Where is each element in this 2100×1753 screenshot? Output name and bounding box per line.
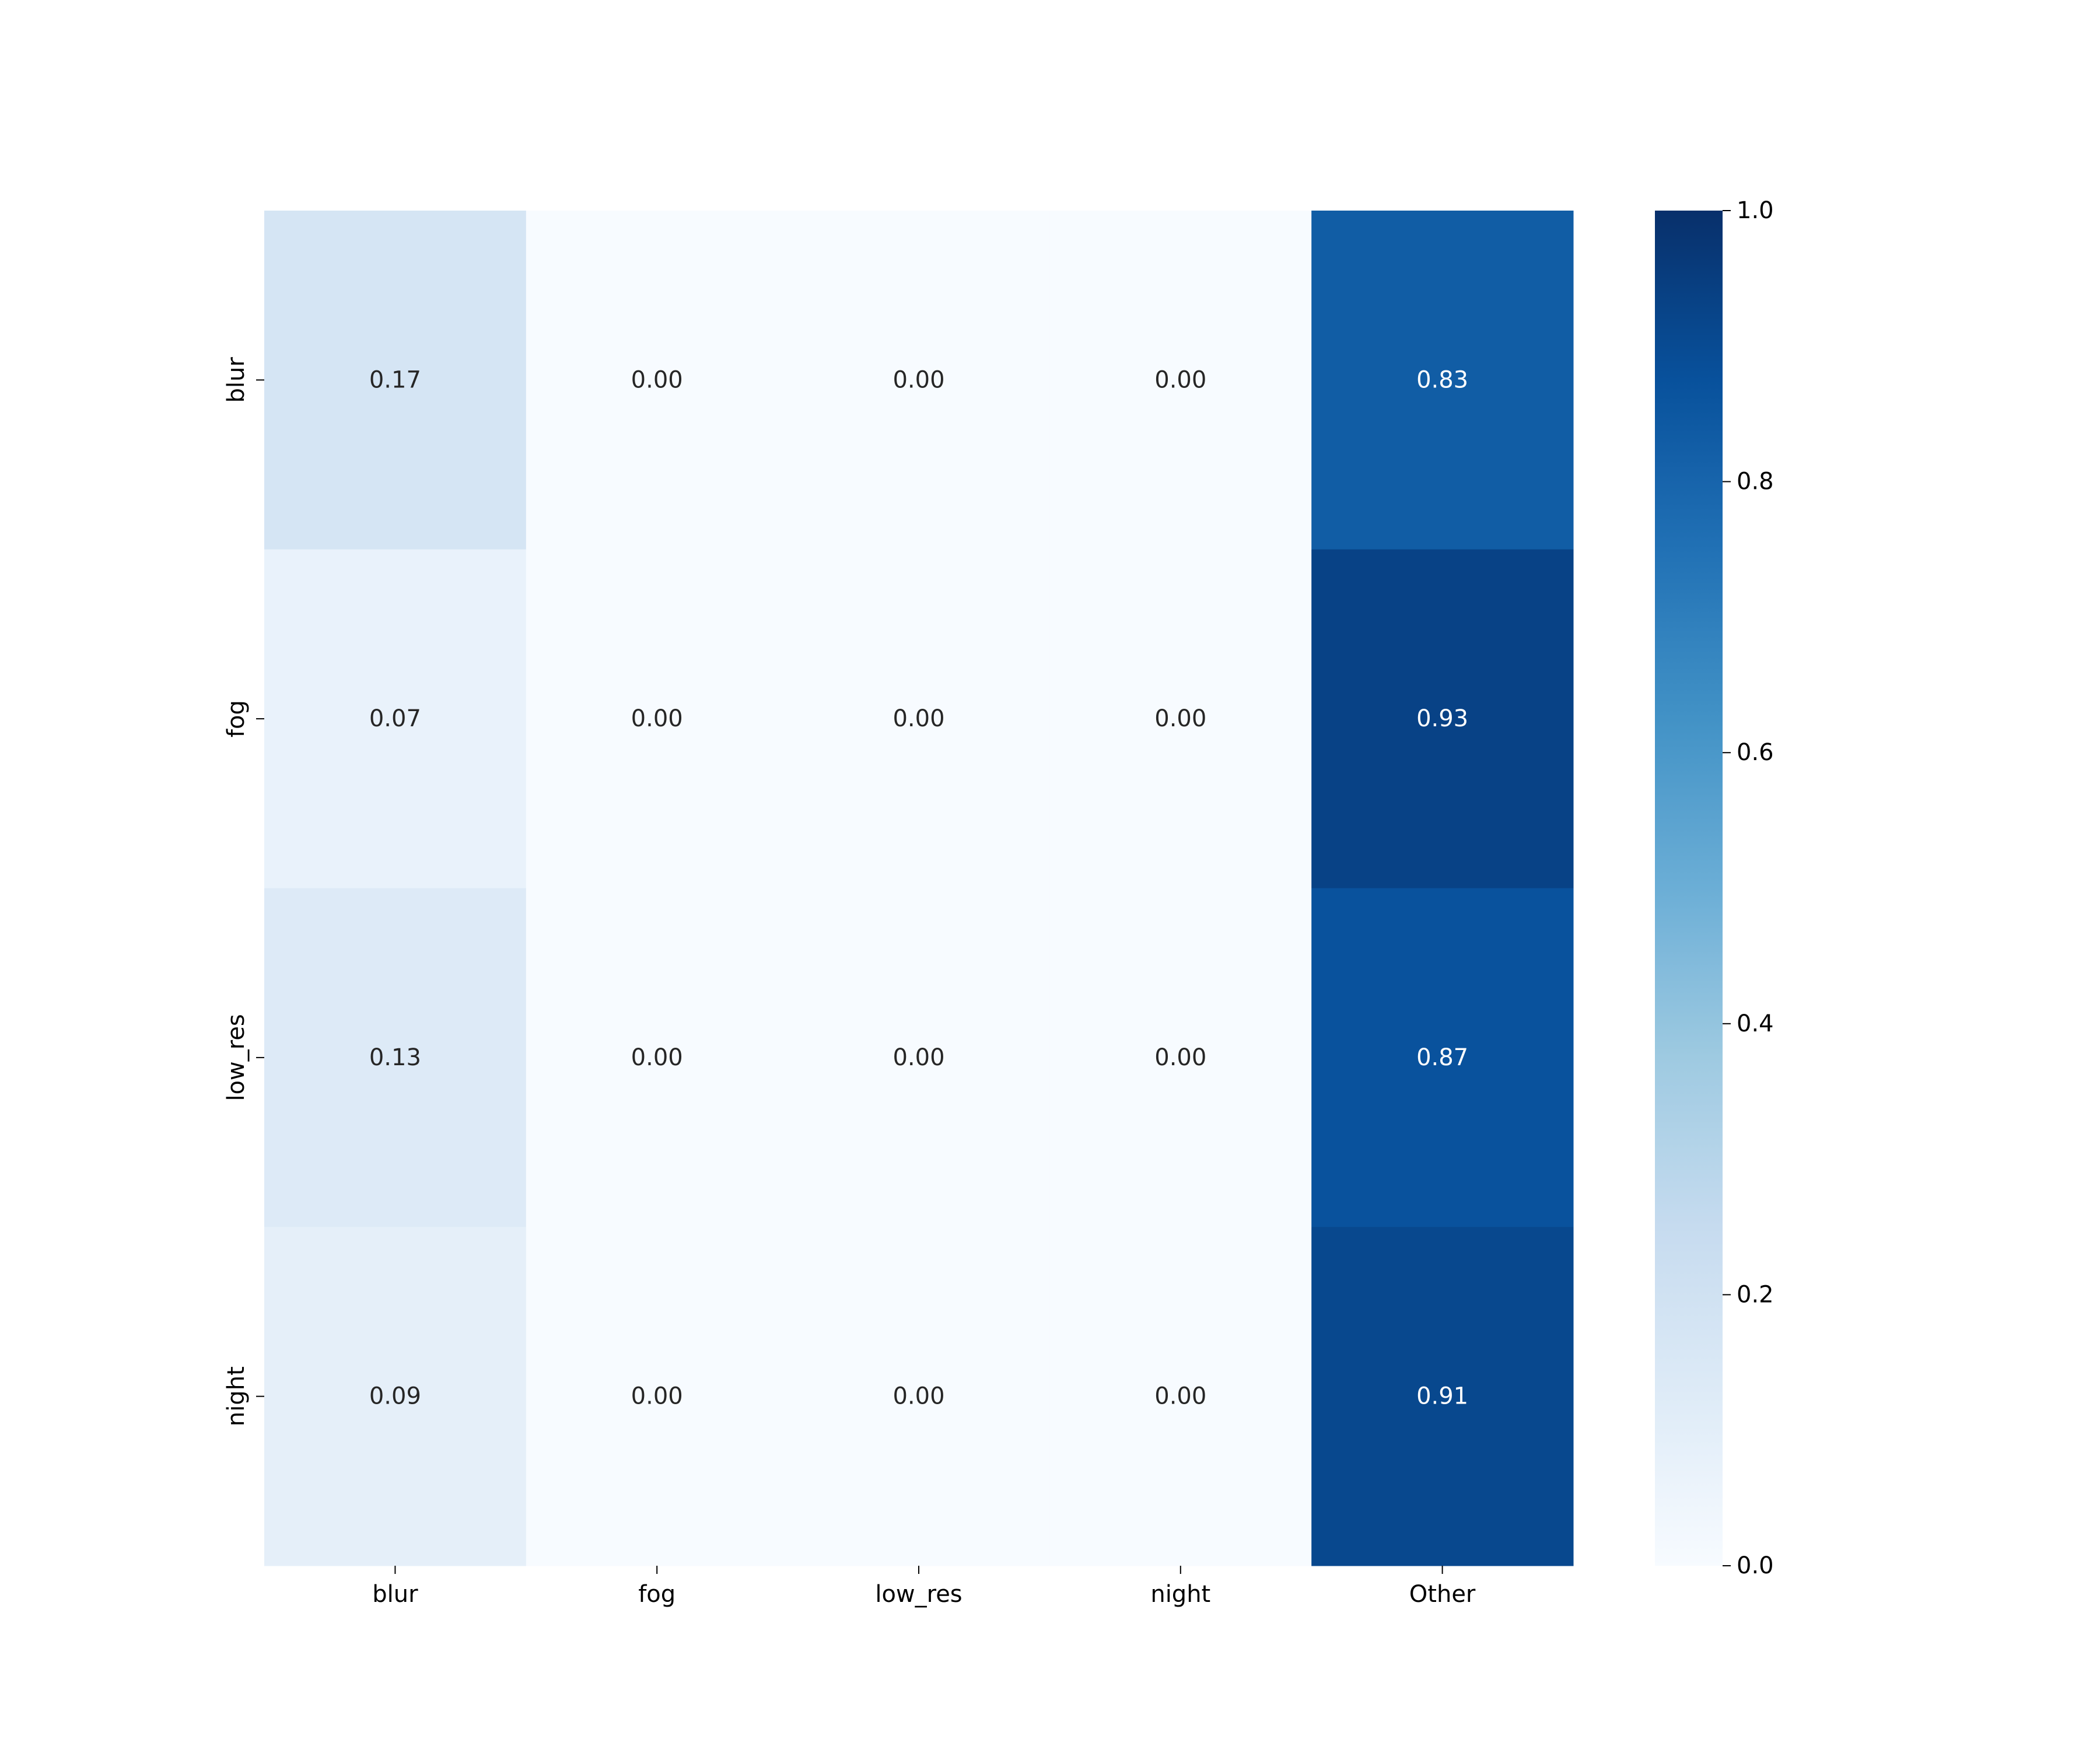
cell-value-label: 0.00 (631, 366, 683, 393)
heatmap-cell (1049, 1227, 1312, 1566)
cell-value-label: 0.93 (1416, 705, 1468, 732)
x-tick-label: fog (638, 1581, 676, 1608)
heatmap-cell (526, 549, 789, 888)
cell-value-label: 0.00 (1154, 1044, 1206, 1071)
x-tick-label: blur (372, 1581, 418, 1608)
heatmap-cell (1049, 211, 1312, 550)
colorbar-tick-label: 0.8 (1737, 468, 1774, 495)
heatmap-cell (526, 888, 789, 1227)
colorbar: 0.0 0.2 0.4 0.6 0.8 1.0 (1655, 197, 1774, 1579)
cell-value-label: 0.00 (892, 1383, 944, 1410)
colorbar-tick-label: 0.4 (1737, 1010, 1774, 1037)
heatmap-cell (1049, 888, 1312, 1227)
heatmap-cell (1311, 549, 1574, 888)
cell-value-label: 0.87 (1416, 1044, 1468, 1071)
heatmap-cells (264, 211, 1574, 1566)
cell-value-label: 0.00 (1154, 1383, 1206, 1410)
cell-value-label: 0.00 (1154, 366, 1206, 393)
cell-value-label: 0.00 (1154, 705, 1206, 732)
colorbar-tick-label: 1.0 (1737, 197, 1774, 224)
cell-value-label: 0.00 (892, 705, 944, 732)
heatmap-cell (1049, 549, 1312, 888)
y-tick-label: night (223, 1366, 250, 1426)
heatmap-cell (788, 888, 1050, 1227)
cell-value-label: 0.07 (369, 705, 421, 732)
heatmap-cell (526, 1227, 789, 1566)
cell-value-label: 0.13 (369, 1044, 421, 1071)
heatmap-cell (264, 211, 527, 550)
cell-value-label: 0.00 (892, 1044, 944, 1071)
colorbar-gradient (1655, 211, 1723, 1566)
colorbar-tick-label: 0.6 (1737, 739, 1774, 766)
colorbar-tick-label: 0.0 (1737, 1552, 1774, 1579)
heatmap-cell (788, 1227, 1050, 1566)
x-tick-label: low_res (875, 1581, 962, 1608)
heatmap-cell (788, 549, 1050, 888)
cell-value-label: 0.83 (1416, 366, 1468, 393)
x-axis: blur fog low_res night Other (372, 1566, 1476, 1608)
cell-value-label: 0.00 (631, 705, 683, 732)
colorbar-tick-label: 0.2 (1737, 1281, 1774, 1308)
cell-value-label: 0.00 (631, 1044, 683, 1071)
heatmap-cell (264, 549, 527, 888)
cell-value-label: 0.17 (369, 366, 421, 393)
heatmap-cell (264, 1227, 527, 1566)
heatmap-cell (1311, 1227, 1574, 1566)
cell-value-label: 0.09 (369, 1383, 421, 1410)
heatmap-cell (1311, 888, 1574, 1227)
heatmap-cell (1311, 211, 1574, 550)
y-tick-label: blur (223, 357, 250, 403)
cell-value-label: 0.00 (631, 1383, 683, 1410)
x-tick-label: Other (1409, 1581, 1476, 1608)
cell-value-label: 0.91 (1416, 1383, 1468, 1410)
heatmap-cell-labels: 0.17 0.00 0.00 0.00 0.83 0.07 0.00 0.00 0.00 0.93… (369, 366, 1468, 1409)
heatmap-cell (788, 211, 1050, 550)
heatmap-cell (526, 211, 789, 550)
y-tick-label: low_res (223, 1014, 250, 1101)
heatmap-cell (264, 888, 527, 1227)
cell-value-label: 0.00 (892, 366, 944, 393)
y-tick-label: fog (223, 700, 250, 737)
x-tick-label: night (1150, 1581, 1210, 1608)
